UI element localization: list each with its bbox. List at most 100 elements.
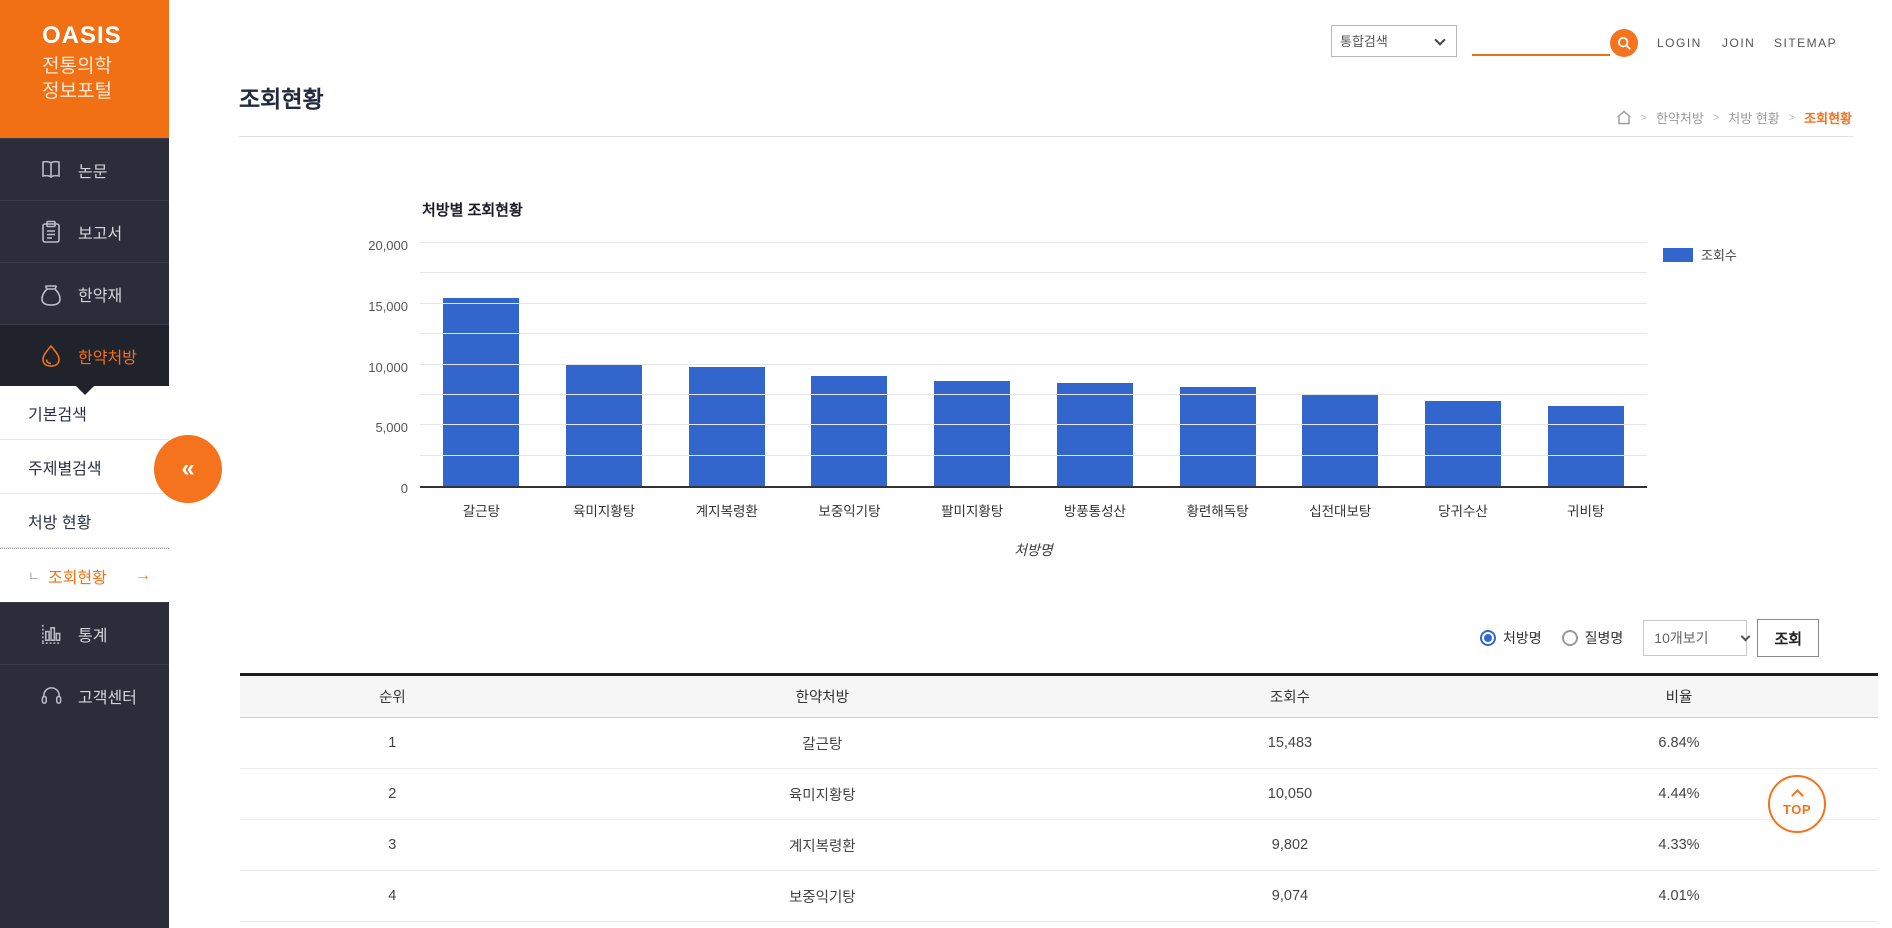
- table-header-views: 조회수: [1269, 690, 1310, 706]
- gridline: [420, 454, 1647, 456]
- gridline: [420, 363, 1647, 365]
- breadcrumb-current: 조회현황: [1804, 111, 1852, 126]
- breadcrumb-separator: >: [1788, 111, 1796, 124]
- radio-selected-icon: [1480, 630, 1496, 646]
- submenu-item-label: 조회현황: [47, 569, 107, 587]
- sidebar-item-label: 한약재: [78, 287, 123, 305]
- y-tick-label: 5,000: [375, 420, 408, 436]
- y-tick-label: 10,000: [368, 359, 408, 375]
- ratio-cell: 6.84%: [1658, 735, 1700, 751]
- prescription-cell: 계지복령환: [788, 838, 856, 855]
- join-link[interactable]: JOIN: [1722, 36, 1756, 50]
- x-tick-label: 십전대보탕: [1309, 504, 1372, 519]
- x-tick-label: 육미지황탕: [573, 504, 636, 519]
- radio-label: 질병명: [1584, 630, 1624, 646]
- sitemap-link[interactable]: SITEMAP: [1774, 36, 1838, 50]
- table-header-row: 순위 한약처방 조회수 비율: [240, 676, 1878, 718]
- bar-방풍통성산: [1056, 382, 1133, 486]
- prescription-cell: 갈근탕: [802, 736, 843, 753]
- sidebar-item-reports[interactable]: 보고서: [0, 200, 169, 262]
- x-tick-label: 황련해독탕: [1186, 504, 1249, 519]
- chart-bars: [420, 245, 1647, 486]
- search-category-select[interactable]: 통합검색: [1331, 25, 1457, 57]
- submenu-item-prescription-status[interactable]: 처방 현황: [0, 494, 169, 548]
- x-tick-label: 보중익기탕: [818, 504, 881, 519]
- logo[interactable]: OASIS 전통의학 정보포털: [0, 0, 169, 138]
- table-controls: 처방명 질병명 10개보기 조회: [1480, 618, 1820, 658]
- herb-pouch-icon: [38, 281, 64, 307]
- header-divider: [239, 136, 1853, 137]
- sidebar-submenu: 기본검색 주제별검색 처방 현황 ㄴ 조회현황 →: [0, 386, 169, 602]
- login-link[interactable]: LOGIN: [1657, 36, 1702, 50]
- legend-label: 조회수: [1701, 248, 1737, 263]
- rank-cell: 2: [388, 786, 397, 802]
- gridline: [420, 242, 1647, 243]
- arrow-right-icon: →: [135, 566, 151, 584]
- sidebar-item-papers[interactable]: 논문: [0, 138, 169, 200]
- search-input[interactable]: [1472, 28, 1610, 56]
- bar-팔미지황탕: [934, 380, 1011, 486]
- bar-계지복령환: [688, 366, 765, 486]
- book-icon: [38, 157, 64, 183]
- gridline: [420, 424, 1647, 426]
- home-icon[interactable]: [1616, 110, 1632, 125]
- sidebar-item-prescriptions[interactable]: 한약처방: [0, 324, 169, 395]
- legend-swatch: [1663, 247, 1693, 262]
- bar-slot: [543, 245, 666, 486]
- y-tick-label: 0: [400, 481, 408, 496]
- table-row: 4 보중익기탕 9,074 4.01%: [240, 871, 1878, 922]
- ratio-cell: 4.01%: [1658, 888, 1700, 904]
- x-tick-label: 갈근탕: [462, 504, 500, 519]
- x-axis-labels: 갈근탕 육미지황탕 계지복령환 보중익기탕 팔미지황탕 방풍통성산 황련해독탕 십전대보탕 당귀…: [420, 500, 1647, 520]
- sidebar-collapse-button[interactable]: «: [154, 435, 222, 503]
- radio-disease-name[interactable]: 질병명: [1561, 628, 1624, 648]
- scroll-to-top-button[interactable]: TOP: [1768, 775, 1826, 833]
- sidebar-item-herbs[interactable]: 한약재: [0, 262, 169, 324]
- submenu-branch-mark: ㄴ: [28, 569, 40, 584]
- logo-brand: OASIS: [42, 22, 122, 49]
- table-body: 1 갈근탕 15,483 6.84% 2 육미지황탕 10,050 4.44% 3 계지복령환 9,…: [240, 718, 1878, 922]
- views-cell: 9,074: [1271, 888, 1309, 904]
- submenu-item-topic-search[interactable]: 주제별검색: [0, 440, 169, 494]
- y-axis-labels: 0 5,000 10,000 15,000 20,000: [300, 238, 408, 496]
- table-row: 1 갈근탕 15,483 6.84%: [240, 718, 1878, 769]
- view-rank-table: 순위 한약처방 조회수 비율 1 갈근탕 15,483 6.84% 2 육미지황탕 10,0…: [240, 673, 1878, 922]
- bar-slot: [1279, 245, 1402, 486]
- chart-title: 처방별 조회현황: [422, 202, 523, 219]
- droplet-icon: [38, 343, 64, 369]
- logo-line2: 정보포털: [42, 81, 112, 102]
- report-icon: [38, 219, 64, 245]
- bar-slot: [1402, 245, 1525, 486]
- breadcrumb-item[interactable]: 처방 현황: [1728, 111, 1780, 126]
- bar-귀비탕: [1547, 406, 1624, 486]
- breadcrumb-separator: >: [1640, 111, 1647, 124]
- sidebar-item-label: 보고서: [78, 225, 123, 243]
- x-tick-label: 당귀수산: [1438, 504, 1488, 519]
- gridline: [420, 302, 1647, 304]
- submenu-item-basic-search[interactable]: 기본검색: [0, 386, 169, 440]
- radio-prescription-name[interactable]: 처방명: [1480, 628, 1542, 648]
- bar-slot: [420, 245, 543, 486]
- page-title: 조회현황: [239, 86, 324, 112]
- page-size-select[interactable]: 10개보기: [1643, 620, 1748, 656]
- prescription-cell: 보중익기탕: [788, 889, 856, 906]
- sidebar-item-customer-center[interactable]: 고객센터: [0, 664, 169, 726]
- views-cell: 10,050: [1267, 786, 1313, 802]
- breadcrumb-item[interactable]: 한약처방: [1655, 111, 1704, 126]
- rank-cell: 4: [388, 888, 397, 904]
- bar-갈근탕: [443, 297, 520, 486]
- x-tick-label: 팔미지황탕: [941, 504, 1004, 519]
- radio-unselected-icon: [1561, 630, 1578, 646]
- table-header-prescription: 한약처방: [795, 690, 849, 706]
- query-button[interactable]: 조회: [1757, 619, 1820, 657]
- ratio-cell: 4.33%: [1658, 837, 1700, 853]
- views-cell: 15,483: [1267, 735, 1313, 751]
- sidebar-item-label: 고객센터: [78, 689, 137, 707]
- submenu-item-view-status[interactable]: ㄴ 조회현황 →: [0, 548, 169, 602]
- sidebar-item-statistics[interactable]: 통계: [0, 602, 169, 664]
- rank-cell: 3: [388, 837, 397, 853]
- search-button[interactable]: [1610, 29, 1638, 57]
- table-header-ratio: 비율: [1665, 690, 1693, 706]
- search-icon: [1617, 36, 1632, 51]
- chevron-up-icon: [1790, 789, 1804, 802]
